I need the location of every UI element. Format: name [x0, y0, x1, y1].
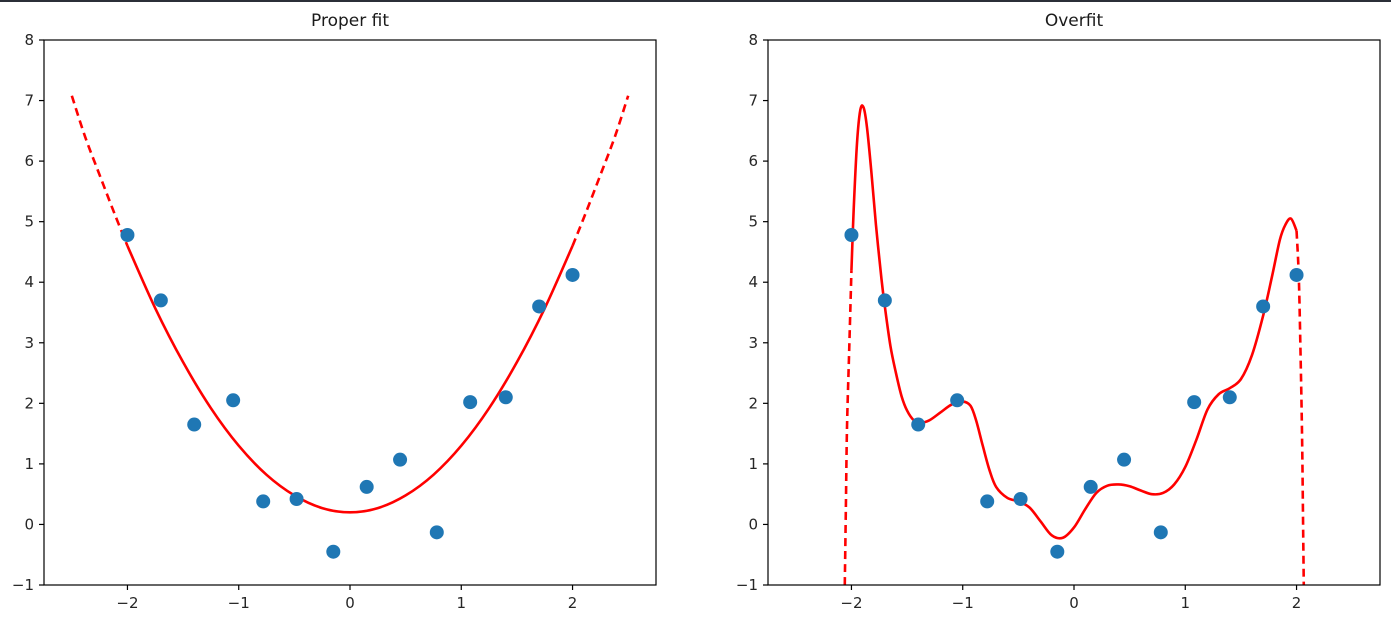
x-tick-label: −2 [840, 594, 862, 612]
x-tick-label: 2 [568, 594, 578, 612]
scatter-point [289, 492, 304, 507]
fit-extrapolation-left-curve [70, 95, 129, 247]
scatter-point [463, 395, 478, 410]
scatter-point [1117, 452, 1132, 467]
y-tick-label: 2 [24, 394, 34, 412]
overfit-extrapolation-left-curve [843, 270, 853, 586]
plot-title-overfit: Overfit [1044, 11, 1104, 31]
y-tick-label: 3 [24, 334, 34, 352]
scatter-point [326, 544, 341, 559]
scatter-point [877, 293, 892, 308]
axes-spines [43, 39, 657, 586]
scatter-point [1050, 544, 1065, 559]
plot-overfit: Overfit −2 −1 0 1 2 −1 0 1 2 3 4 5 6 7 8 [724, 0, 1391, 628]
scatter-point [187, 417, 202, 432]
scatter-point [1013, 492, 1028, 507]
scatter-point [911, 417, 926, 432]
scatter-point [1153, 525, 1168, 540]
proper-fit-axes: −2 −1 0 1 2 −1 0 1 2 3 4 5 6 7 8 [12, 31, 657, 612]
overfit-axes: −2 −1 0 1 2 −1 0 1 2 3 4 5 6 7 8 [736, 31, 1381, 612]
y-tick-label: 7 [748, 92, 758, 110]
plot-title-proper-fit: Proper fit [311, 11, 389, 31]
y-tick-label: 3 [748, 334, 758, 352]
y-tick-label: 7 [24, 92, 34, 110]
y-tick-label: −1 [12, 576, 34, 594]
x-tick-label: 2 [1292, 594, 1302, 612]
y-tick-label: 5 [748, 213, 758, 231]
scatter-point [429, 525, 444, 540]
plot-proper-fit: Proper fit −2 −1 0 1 2 −1 0 1 2 3 4 5 6 7 8 [0, 0, 695, 628]
scatter-point [256, 494, 271, 509]
x-tick-label: 0 [1069, 594, 1079, 612]
scatter-point [844, 227, 859, 242]
scatter-point [1256, 299, 1271, 314]
x-tick-label: 1 [1180, 594, 1190, 612]
scatter-point [1222, 390, 1237, 405]
x-tick-label: −1 [228, 594, 250, 612]
scatter-point [226, 393, 241, 408]
x-tick-label: −1 [952, 594, 974, 612]
scatter-point [950, 393, 965, 408]
scatter-point [980, 494, 995, 509]
fit-extrapolation-right-curve [571, 95, 630, 247]
y-tick-label: 5 [24, 213, 34, 231]
scatter-point [532, 299, 547, 314]
scatter-point [565, 267, 580, 282]
x-tick-label: −2 [116, 594, 138, 612]
y-tick-label: 4 [24, 273, 34, 291]
y-tick-label: 6 [748, 152, 758, 170]
y-tick-label: 1 [24, 455, 34, 473]
quadratic-fit-curve [126, 245, 574, 514]
y-tick-label: 0 [24, 515, 34, 533]
scatter-point [153, 293, 168, 308]
scatter-point [120, 227, 135, 242]
y-tick-label: 8 [24, 31, 34, 49]
y-tick-label: −1 [736, 576, 758, 594]
scatter-point [1083, 479, 1098, 494]
x-tick-label: 0 [345, 594, 355, 612]
overfit-extrapolation-right-curve [1295, 230, 1306, 586]
scatter-point [1187, 395, 1202, 410]
y-tick-label: 1 [748, 455, 758, 473]
scatter-point [498, 390, 513, 405]
y-tick-label: 0 [748, 515, 758, 533]
window-top-edge [0, 0, 1391, 2]
y-tick-label: 8 [748, 31, 758, 49]
y-tick-label: 2 [748, 394, 758, 412]
scatter-point [393, 452, 408, 467]
y-tick-label: 6 [24, 152, 34, 170]
y-tick-label: 4 [748, 273, 758, 291]
x-tick-label: 1 [456, 594, 466, 612]
scatter-point [1289, 267, 1304, 282]
scatter-point [359, 479, 374, 494]
high-degree-polynomial-fit-curve [850, 104, 1298, 540]
